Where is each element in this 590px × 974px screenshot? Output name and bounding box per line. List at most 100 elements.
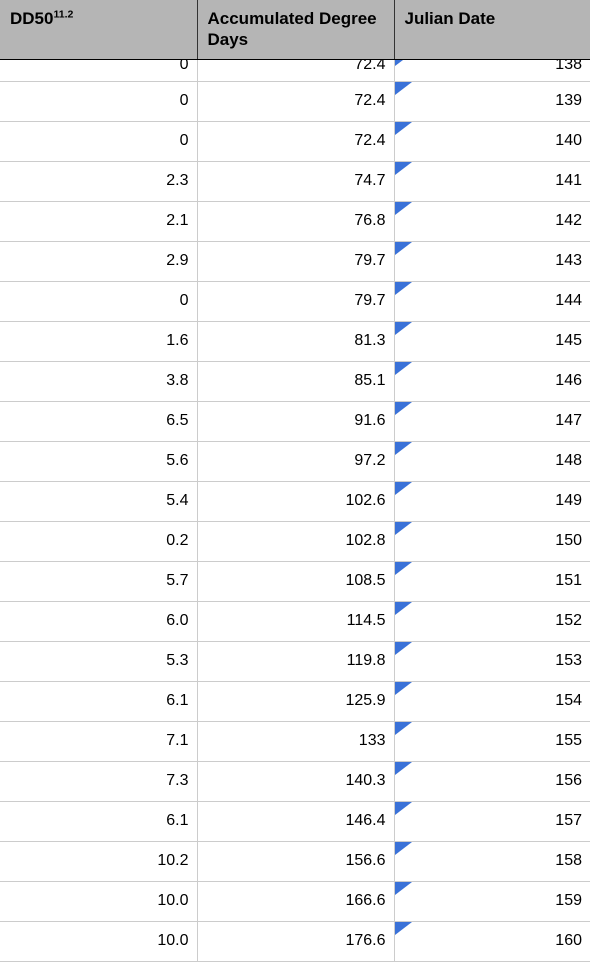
cell-julian[interactable]: 146 <box>394 361 590 401</box>
cell-dd50[interactable]: 10.2 <box>0 841 197 881</box>
cell-dd50[interactable]: 5.7 <box>0 561 197 601</box>
cell-flag-icon <box>395 162 412 175</box>
table-body: 072.4138072.4139072.41402.374.71412.176.… <box>0 59 590 961</box>
cell-julian[interactable]: 144 <box>394 281 590 321</box>
cell-value: 146 <box>555 372 582 389</box>
table-row: 0 72.4 139 <box>0 81 590 121</box>
column-header-accumulated[interactable]: Accumulated Degree Days <box>197 0 394 59</box>
cell-julian[interactable]: 140 <box>394 121 590 161</box>
table-row: 072.4138 <box>0 59 590 81</box>
cell-accumulated[interactable]: 146.4 <box>197 801 394 841</box>
cell-julian[interactable]: 152 <box>394 601 590 641</box>
cell-flag-icon <box>395 522 412 535</box>
cell-dd50[interactable]: 0.2 <box>0 521 197 561</box>
cell-accumulated[interactable]: 72.4 <box>197 81 394 121</box>
cell-dd50[interactable]: 0 <box>0 281 197 321</box>
cell-dd50[interactable]: 5.6 <box>0 441 197 481</box>
cell-dd50[interactable]: 5.4 <box>0 481 197 521</box>
cell-dd50[interactable]: 7.3 <box>0 761 197 801</box>
table-row: 6.5 91.6147 <box>0 401 590 441</box>
cell-value: 6.1 <box>166 692 188 709</box>
cell-dd50[interactable]: 1.6 <box>0 321 197 361</box>
cell-accumulated[interactable]: 72.4 <box>197 121 394 161</box>
cell-value: 114.5 <box>347 612 386 629</box>
cell-accumulated[interactable]: 102.8 <box>197 521 394 561</box>
cell-value: 72.4 <box>354 92 385 109</box>
cell-accumulated[interactable]: 102.6 <box>197 481 394 521</box>
cell-accumulated[interactable]: 176.6 <box>197 921 394 961</box>
cell-value: 152 <box>555 612 582 629</box>
cell-value: 159 <box>555 892 582 909</box>
cell-value: 85.1 <box>354 372 385 389</box>
cell-julian[interactable]: 157 <box>394 801 590 841</box>
cell-julian[interactable]: 142 <box>394 201 590 241</box>
cell-accumulated[interactable]: 114.5 <box>197 601 394 641</box>
cell-accumulated[interactable]: 166.6 <box>197 881 394 921</box>
cell-julian[interactable]: 149 <box>394 481 590 521</box>
cell-julian[interactable]: 147 <box>394 401 590 441</box>
cell-julian[interactable]: 160 <box>394 921 590 961</box>
column-header-dd50[interactable]: DD5011.2 <box>0 0 197 59</box>
cell-julian[interactable]: 138 <box>394 59 590 81</box>
cell-accumulated[interactable]: 79.7 <box>197 281 394 321</box>
column-header-julian[interactable]: Julian Date <box>394 0 590 59</box>
cell-dd50[interactable]: 6.0 <box>0 601 197 641</box>
cell-dd50[interactable]: 2.1 <box>0 201 197 241</box>
cell-flag-icon <box>395 882 412 895</box>
cell-julian[interactable]: 150 <box>394 521 590 561</box>
cell-accumulated[interactable]: 81.3 <box>197 321 394 361</box>
cell-value: 72.4 <box>354 132 385 149</box>
cell-accumulated[interactable]: 133 <box>197 721 394 761</box>
cell-dd50[interactable]: 10.0 <box>0 921 197 961</box>
cell-accumulated[interactable]: 140.3 <box>197 761 394 801</box>
cell-accumulated[interactable]: 97.2 <box>197 441 394 481</box>
cell-julian[interactable]: 158 <box>394 841 590 881</box>
cell-julian[interactable]: 154 <box>394 681 590 721</box>
cell-accumulated[interactable]: 72.4 <box>197 59 394 81</box>
cell-dd50[interactable]: 7.1 <box>0 721 197 761</box>
cell-value: 0.2 <box>166 532 188 549</box>
cell-flag-icon <box>395 922 412 935</box>
cell-dd50[interactable]: 5.3 <box>0 641 197 681</box>
cell-value: 140 <box>555 132 582 149</box>
cell-julian[interactable]: 159 <box>394 881 590 921</box>
cell-flag-icon <box>395 762 412 775</box>
cell-value: 6.1 <box>166 812 188 829</box>
cell-dd50[interactable]: 10.0 <box>0 881 197 921</box>
cell-value: 0 <box>180 92 189 109</box>
cell-dd50[interactable]: 3.8 <box>0 361 197 401</box>
cell-accumulated[interactable]: 91.6 <box>197 401 394 441</box>
cell-value: 6.5 <box>166 412 188 429</box>
table-row: 10.0176.6160 <box>0 921 590 961</box>
cell-julian[interactable]: 145 <box>394 321 590 361</box>
cell-dd50[interactable]: 2.9 <box>0 241 197 281</box>
cell-flag-icon <box>395 562 412 575</box>
cell-julian[interactable]: 139 <box>394 81 590 121</box>
cell-julian[interactable]: 155 <box>394 721 590 761</box>
cell-dd50[interactable]: 2.3 <box>0 161 197 201</box>
cell-accumulated[interactable]: 74.7 <box>197 161 394 201</box>
cell-julian[interactable]: 151 <box>394 561 590 601</box>
cell-accumulated[interactable]: 119.8 <box>197 641 394 681</box>
cell-value: 158 <box>555 852 582 869</box>
cell-dd50[interactable]: 6.1 <box>0 681 197 721</box>
cell-dd50[interactable]: 0 <box>0 59 197 81</box>
cell-julian[interactable]: 156 <box>394 761 590 801</box>
cell-accumulated[interactable]: 85.1 <box>197 361 394 401</box>
cell-value: 102.8 <box>345 532 385 549</box>
cell-value: 0 <box>180 292 189 309</box>
cell-accumulated[interactable]: 125.9 <box>197 681 394 721</box>
cell-accumulated[interactable]: 108.5 <box>197 561 394 601</box>
cell-accumulated[interactable]: 79.7 <box>197 241 394 281</box>
cell-julian[interactable]: 143 <box>394 241 590 281</box>
cell-value: 145 <box>555 332 582 349</box>
cell-dd50[interactable]: 0 <box>0 121 197 161</box>
cell-dd50[interactable]: 6.5 <box>0 401 197 441</box>
cell-accumulated[interactable]: 76.8 <box>197 201 394 241</box>
cell-julian[interactable]: 153 <box>394 641 590 681</box>
cell-dd50[interactable]: 6.1 <box>0 801 197 841</box>
cell-dd50[interactable]: 0 <box>0 81 197 121</box>
cell-accumulated[interactable]: 156.6 <box>197 841 394 881</box>
cell-julian[interactable]: 141 <box>394 161 590 201</box>
cell-julian[interactable]: 148 <box>394 441 590 481</box>
